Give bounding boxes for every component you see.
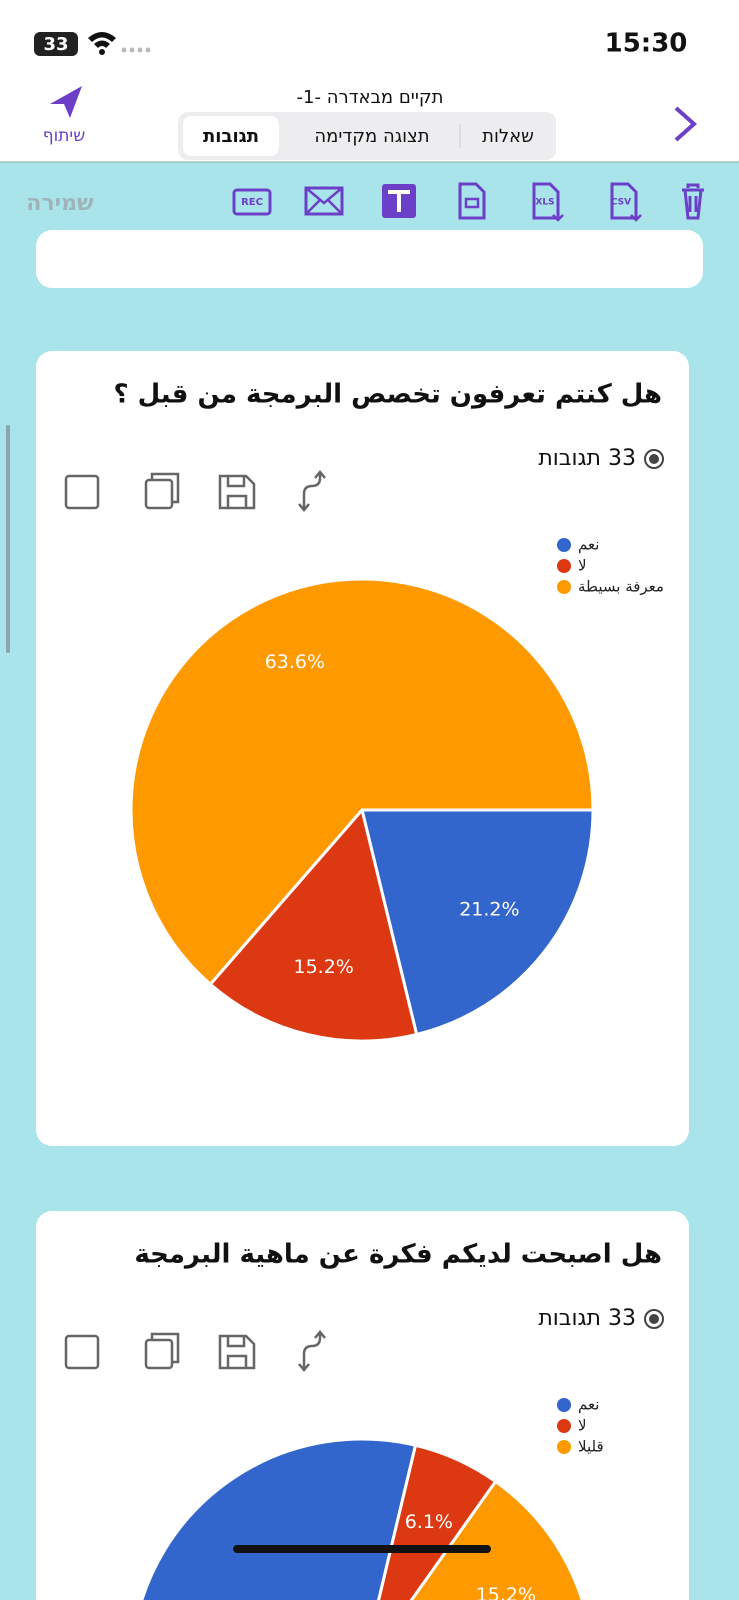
response-count: 33 תגובות bbox=[538, 1306, 636, 1331]
response-count: 33 תגובות bbox=[538, 446, 636, 471]
share-icon[interactable] bbox=[50, 86, 82, 118]
data-label: 21.2% bbox=[459, 899, 519, 921]
pie-slice bbox=[409, 1479, 584, 1600]
swap-icon bbox=[298, 470, 326, 512]
scroll-indicator bbox=[6, 425, 10, 653]
legend-swatch bbox=[557, 1419, 571, 1433]
card bbox=[36, 1211, 689, 1600]
pie-slice bbox=[140, 1437, 418, 1600]
radio-icon bbox=[644, 449, 664, 469]
signal-icon bbox=[121, 47, 151, 53]
wifi-icon bbox=[88, 32, 116, 55]
xls-label[interactable]: XLS bbox=[535, 198, 554, 208]
legend-label: معرفة بسيطة bbox=[578, 578, 664, 596]
question-title: هل كنتم تعرفون تخصص البرمجة من قبل ؟ bbox=[113, 380, 662, 410]
expand-icon bbox=[64, 474, 100, 510]
text-icon[interactable] bbox=[382, 184, 416, 218]
rec-icon[interactable] bbox=[232, 188, 272, 216]
battery bbox=[34, 32, 78, 56]
selected-tab-bg bbox=[183, 116, 279, 156]
pie-slice bbox=[129, 577, 595, 987]
pie-slice bbox=[208, 806, 419, 1043]
swap-icon bbox=[298, 1330, 326, 1372]
legend-label: نعم bbox=[578, 536, 599, 554]
clock: 15:30 bbox=[605, 29, 688, 59]
radio-dot bbox=[649, 1314, 659, 1324]
battery-level: 33 bbox=[43, 34, 68, 55]
pie-slice bbox=[360, 808, 595, 1037]
data-label: 63.6% bbox=[265, 651, 325, 673]
back-chevron[interactable] bbox=[674, 106, 698, 142]
data-label: 15.2% bbox=[294, 956, 354, 978]
legend-label: لا bbox=[578, 1417, 587, 1435]
home-indicator bbox=[233, 1545, 491, 1553]
tab-selected[interactable]: תגובות bbox=[203, 126, 259, 147]
radio-dot bbox=[649, 454, 659, 464]
csv-label[interactable]: CSV bbox=[611, 198, 631, 208]
question-title: هل اصبحت لديكم فكرة عن ماهية البرمجة bbox=[134, 1240, 662, 1270]
copy-icon bbox=[144, 1338, 174, 1370]
header-title: תקיים מבאדרה -1- bbox=[297, 87, 444, 108]
radio-icon bbox=[644, 1309, 664, 1329]
legend-swatch bbox=[557, 1398, 571, 1412]
legend-swatch bbox=[557, 580, 571, 594]
save-icon bbox=[218, 1334, 256, 1370]
doc-icon[interactable] bbox=[458, 182, 486, 220]
rec-label[interactable]: REC bbox=[241, 197, 263, 208]
legend-swatch bbox=[557, 538, 571, 552]
xls-icon[interactable] bbox=[532, 182, 564, 222]
legend-label: نعم bbox=[578, 1396, 599, 1414]
mail-icon[interactable] bbox=[304, 186, 344, 216]
delete-icon[interactable] bbox=[682, 183, 704, 220]
csv-icon[interactable] bbox=[610, 182, 642, 222]
tab[interactable]: שאלות bbox=[482, 126, 534, 147]
data-label: 15.2% bbox=[476, 1584, 536, 1600]
save-button[interactable]: שמירה bbox=[26, 191, 94, 216]
card bbox=[36, 230, 703, 288]
copy-icon bbox=[144, 478, 174, 510]
expand-icon bbox=[64, 1334, 100, 1370]
tab[interactable]: תצוגה מקדימה bbox=[314, 126, 429, 147]
legend-label: قليلا bbox=[578, 1438, 604, 1456]
copy-icon bbox=[150, 472, 180, 504]
save-icon bbox=[218, 474, 256, 510]
data-label: 6.1% bbox=[405, 1511, 453, 1533]
legend-label: لا bbox=[578, 557, 587, 575]
share-label[interactable]: שיתוף bbox=[43, 126, 86, 146]
legend-swatch bbox=[557, 559, 571, 573]
cards: هل كنتم تعرفون تخصص البرمجة من قبل ؟ 33 ת… bbox=[36, 351, 689, 1600]
copy-icon bbox=[150, 1332, 180, 1364]
legend-swatch bbox=[557, 1440, 571, 1454]
